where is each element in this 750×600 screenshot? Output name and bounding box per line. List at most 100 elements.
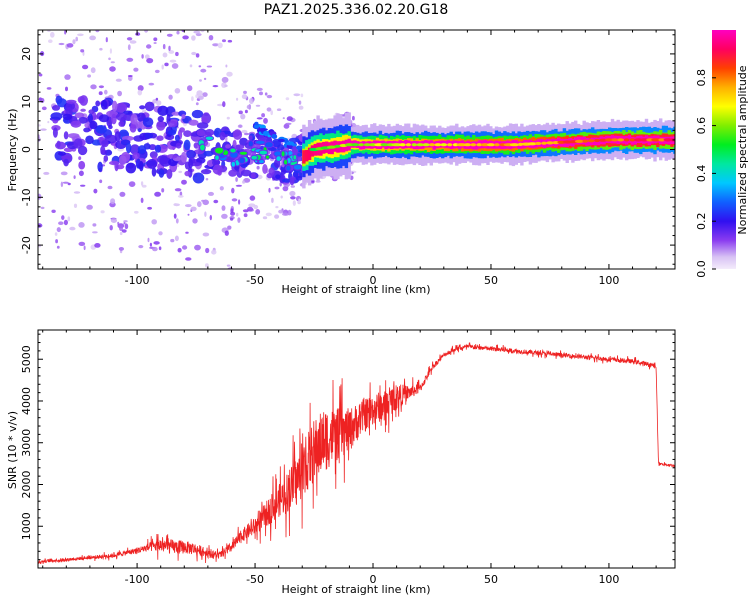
spectral-speckle xyxy=(280,195,283,199)
colorbar-tick-label: 0.2 xyxy=(695,212,708,230)
spectral-speckle xyxy=(181,179,187,185)
spectral-blob xyxy=(73,138,83,149)
spectral-blob xyxy=(85,135,94,145)
spectral-speckle xyxy=(286,116,293,122)
ridge-core xyxy=(344,143,355,147)
spectrogram-x-ticks: -100 -50 0 50 100 xyxy=(42,30,657,287)
ridge-core xyxy=(434,143,442,147)
spectral-speckle xyxy=(110,61,115,64)
spectral-peak xyxy=(247,140,255,148)
spectral-speckle xyxy=(140,181,144,186)
spectral-speckle xyxy=(154,69,160,74)
spectral-speckle xyxy=(285,122,292,125)
spectral-speckle xyxy=(67,182,71,186)
ridge-core xyxy=(509,143,520,147)
spectral-blob xyxy=(88,109,95,115)
spectral-blob xyxy=(262,164,268,174)
spectral-blob xyxy=(288,137,300,143)
spectral-speckle xyxy=(110,218,117,224)
spectral-speckle xyxy=(235,184,243,187)
spectral-blob xyxy=(175,142,182,149)
ridge-core xyxy=(651,138,662,142)
spectral-blob xyxy=(118,120,125,127)
spectral-speckle xyxy=(278,209,284,214)
ridge-core xyxy=(463,143,472,147)
snr-x-ticks: -100 -50 0 50 100 xyxy=(42,330,657,586)
spectral-speckle xyxy=(190,206,197,212)
spectral-speckle xyxy=(171,63,179,69)
ridge-core xyxy=(623,138,630,142)
spectral-speckle xyxy=(38,73,43,77)
spectral-blob xyxy=(144,101,155,112)
spectral-blob xyxy=(157,105,169,117)
spectral-blob xyxy=(185,149,197,159)
y-tick-label: 10 xyxy=(20,95,33,109)
spectral-speckle xyxy=(243,213,248,218)
ridge-core xyxy=(639,138,649,142)
x-tick-label: -100 xyxy=(125,573,150,586)
snr-plot-area xyxy=(38,330,675,568)
spectral-peak xyxy=(214,154,220,161)
spectral-speckle xyxy=(176,30,180,35)
spectral-speckle xyxy=(56,227,61,233)
spectral-blob xyxy=(248,135,253,141)
spectral-speckle xyxy=(86,204,93,210)
spectral-speckle xyxy=(266,94,273,99)
spectral-speckle xyxy=(92,223,97,227)
spectral-branch xyxy=(277,138,285,143)
spectral-blob xyxy=(108,124,113,130)
spectral-speckle xyxy=(259,91,263,96)
spectral-speckle xyxy=(199,79,202,82)
spectral-speckle xyxy=(58,42,65,46)
spectral-speckle xyxy=(208,191,214,196)
spectral-branch xyxy=(295,145,304,150)
spectral-speckle xyxy=(224,230,229,236)
spectral-speckle xyxy=(87,74,91,78)
spectral-speckle xyxy=(127,44,131,51)
spectral-blob xyxy=(144,132,154,139)
spectral-speckle xyxy=(238,199,241,205)
ridge-core xyxy=(494,143,500,147)
spectral-speckle xyxy=(182,35,189,40)
ridge-core xyxy=(326,145,337,149)
spectral-speckle xyxy=(40,128,47,131)
spectral-speckle xyxy=(200,68,207,73)
spectral-blob xyxy=(184,170,191,177)
y-tick-label: 2000 xyxy=(20,470,33,498)
spectral-speckle xyxy=(227,225,232,230)
spectral-blob xyxy=(79,95,88,106)
spectral-peak xyxy=(258,149,269,156)
spectral-speckle xyxy=(173,203,178,206)
spectral-speckle xyxy=(158,231,163,236)
x-tick-label: 50 xyxy=(484,573,498,586)
ridge-band-cell xyxy=(305,150,309,162)
spectral-speckle xyxy=(124,223,129,230)
spectral-blob xyxy=(77,145,88,156)
spectral-peak xyxy=(238,150,249,156)
spectral-speckle xyxy=(249,195,256,201)
spectral-speckle xyxy=(198,95,204,100)
spectral-blob xyxy=(212,164,223,175)
spectral-speckle xyxy=(282,212,289,216)
spectral-speckle xyxy=(187,85,193,92)
spectral-speckle xyxy=(38,136,41,142)
spectral-speckle xyxy=(195,102,199,106)
spectral-speckle xyxy=(80,108,86,112)
snr-x-axis-title: Height of straight line (km) xyxy=(281,583,430,596)
spectral-speckle xyxy=(62,181,69,184)
spectral-speckle xyxy=(129,40,137,44)
spectral-blob xyxy=(281,178,292,183)
spectral-speckle xyxy=(115,78,122,82)
spectral-speckle xyxy=(185,257,192,261)
spectral-speckle xyxy=(61,215,65,221)
spectral-speckle xyxy=(109,48,112,54)
spectral-speckle xyxy=(243,90,247,94)
spectral-speckle xyxy=(49,12,55,15)
spectral-speckle xyxy=(40,98,45,103)
spectral-speckle xyxy=(292,200,296,206)
spectral-speckle xyxy=(92,231,98,234)
spectral-speckle xyxy=(274,186,280,190)
spectral-speckle xyxy=(60,171,68,176)
spectral-blob xyxy=(111,113,117,125)
spectral-speckle xyxy=(240,113,246,120)
